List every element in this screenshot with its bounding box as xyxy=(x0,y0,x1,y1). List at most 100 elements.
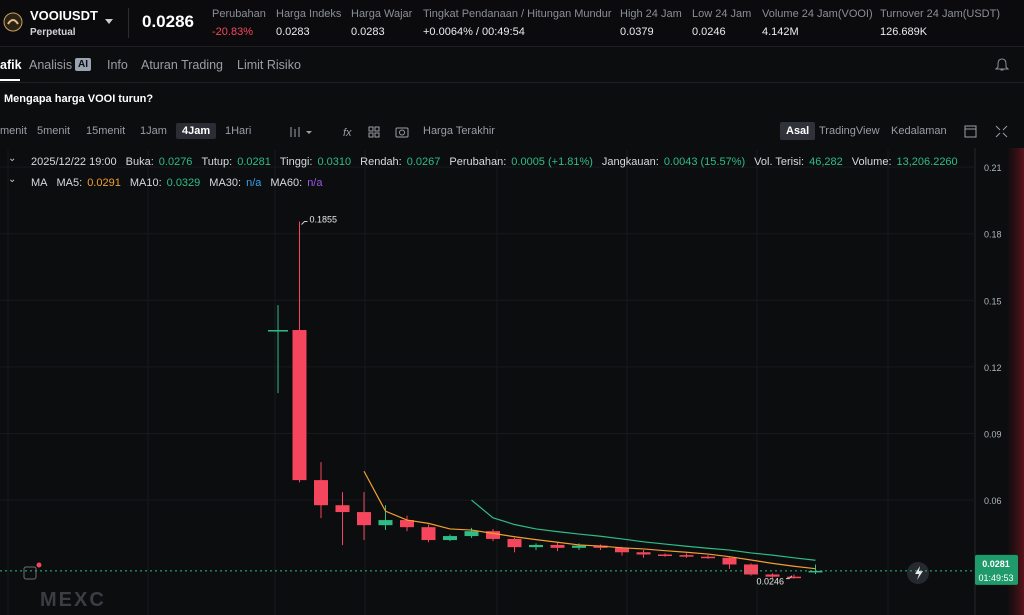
y-tick-label: 0.06 xyxy=(984,496,1002,506)
candle-date: 2025/12/22 19:00 xyxy=(31,156,117,168)
ma-value: n/a xyxy=(307,177,323,189)
candle-body xyxy=(268,330,288,332)
logo xyxy=(3,12,23,32)
field-label: Tinggi: xyxy=(279,156,313,168)
candle-body xyxy=(765,574,780,577)
ma-legend: MA MA5: 0.0291 MA10: 0.0329 MA30: n/a MA60: n/a xyxy=(31,177,326,189)
candle-body xyxy=(593,545,608,548)
stat-label: Low 24 Jam xyxy=(692,8,752,20)
stat-value: +0.0064% / 00:49:54 xyxy=(423,26,525,38)
tool-icons: fx xyxy=(290,126,409,139)
svg-text:fx: fx xyxy=(343,127,352,139)
max-label: 0.1855 xyxy=(310,214,338,224)
field-label: Volume: xyxy=(851,156,892,168)
y-tick-label: 0.09 xyxy=(984,429,1002,439)
info-line: 2025/12/22 19:00 Buka: 0.0276 Tutup: 0.0281 T… xyxy=(31,156,962,168)
view-option[interactable]: Kedalaman xyxy=(891,125,947,137)
tab[interactable]: Info xyxy=(107,58,128,72)
field-label: Jangkauan: xyxy=(601,156,659,168)
field-value: 0.0281 xyxy=(237,156,271,168)
candle-body xyxy=(572,545,586,548)
v-grid xyxy=(7,150,889,615)
stat-label: Harga Wajar xyxy=(351,8,413,20)
flash-icon xyxy=(915,566,923,580)
field-label: Tutup: xyxy=(201,156,233,168)
field-label: Perubahan: xyxy=(449,156,507,168)
stat-label: Turnover 24 Jam(USDT) xyxy=(880,8,1001,20)
max-pointer xyxy=(301,220,308,225)
candle-body xyxy=(335,505,350,513)
view-option[interactable]: Asal xyxy=(780,122,816,140)
candle-body xyxy=(615,547,629,553)
candle-body xyxy=(679,555,694,557)
view-option[interactable]: TradingView xyxy=(819,125,880,137)
candle-body xyxy=(529,544,543,548)
side-strip xyxy=(1006,148,1024,615)
symbol[interactable]: VOOIUSDT xyxy=(30,8,98,23)
stat-label: Volume 24 Jam(VOOI) xyxy=(762,8,873,20)
countdown: 01:49:53 xyxy=(978,573,1013,583)
stat-value: 0.0379 xyxy=(620,26,654,38)
interval[interactable]: menit xyxy=(0,125,27,137)
field-value: 13,206.2260 xyxy=(896,156,958,168)
interval[interactable]: 1Jam xyxy=(140,125,167,137)
field-value: 0.0267 xyxy=(406,156,441,168)
interval[interactable]: 15menit xyxy=(86,125,126,137)
stat-label: Perubahan xyxy=(212,8,266,20)
corner-icon[interactable] xyxy=(23,566,37,580)
ma-value: n/a xyxy=(246,177,262,189)
top-bar xyxy=(0,0,1024,47)
candle-body xyxy=(443,536,457,541)
stat-label: Tingkat Pendanaan / Hitungan Mundur xyxy=(423,8,612,20)
bell-icon[interactable] xyxy=(995,58,1009,72)
stat-label: High 24 Jam xyxy=(620,8,682,20)
ma-value: 0.0291 xyxy=(87,177,121,189)
interval[interactable]: 5menit xyxy=(37,125,71,137)
ma-label: MA30: xyxy=(209,177,242,189)
candle-body xyxy=(314,480,328,506)
y-tick-label: 0.18 xyxy=(984,230,1002,240)
ma-line xyxy=(471,499,816,561)
tabs xyxy=(0,48,1024,83)
candle-body xyxy=(292,330,307,481)
tab[interactable]: Analisis xyxy=(29,58,73,72)
candle-body xyxy=(550,544,565,548)
caret[interactable] xyxy=(104,18,114,26)
last-price: 0.0286 xyxy=(142,12,194,31)
candle-body xyxy=(486,531,500,539)
stat-value: 0.0246 xyxy=(692,26,726,38)
price-tag xyxy=(975,554,1018,585)
candle-body xyxy=(636,552,651,555)
ma-value: 0.0329 xyxy=(166,177,201,189)
price-tag-value: 0.0281 xyxy=(982,559,1010,569)
stat-value: 0.0283 xyxy=(351,26,385,38)
tab[interactable]: afik xyxy=(0,58,22,72)
price-type[interactable]: Harga Terakhir xyxy=(423,125,495,137)
layout-icons[interactable] xyxy=(963,124,1013,140)
ai-badge: AI xyxy=(75,58,91,71)
interval[interactable]: 4Jam xyxy=(176,123,217,139)
tab[interactable]: Aturan Trading xyxy=(141,58,223,72)
collapse[interactable]: ⌄ xyxy=(8,153,17,164)
stat-value: 126.689K xyxy=(880,26,928,38)
stat-value: -20.83% xyxy=(212,26,253,38)
collapse[interactable]: ⌄ xyxy=(8,174,17,185)
field-label: Buka: xyxy=(125,156,154,168)
candle-body xyxy=(400,520,414,528)
corner-dot xyxy=(36,562,42,568)
interval[interactable]: 1Hari xyxy=(225,125,252,137)
stat-label: Harga Indeks xyxy=(276,8,342,20)
ma-title: MA xyxy=(31,177,48,189)
banner[interactable]: Mengapa harga VOOI turun? xyxy=(4,93,154,105)
candle-body xyxy=(507,538,522,548)
tab[interactable]: Limit Risiko xyxy=(237,58,301,72)
field-value: 46,282 xyxy=(809,156,843,168)
subtitle: Perpetual xyxy=(30,27,76,38)
field-value: 0.0043 (15.57%) xyxy=(663,156,746,168)
candle-body xyxy=(357,512,371,526)
ma-label: MA60: xyxy=(270,177,303,189)
candle-body xyxy=(378,520,393,526)
field-label: Rendah: xyxy=(360,156,402,168)
